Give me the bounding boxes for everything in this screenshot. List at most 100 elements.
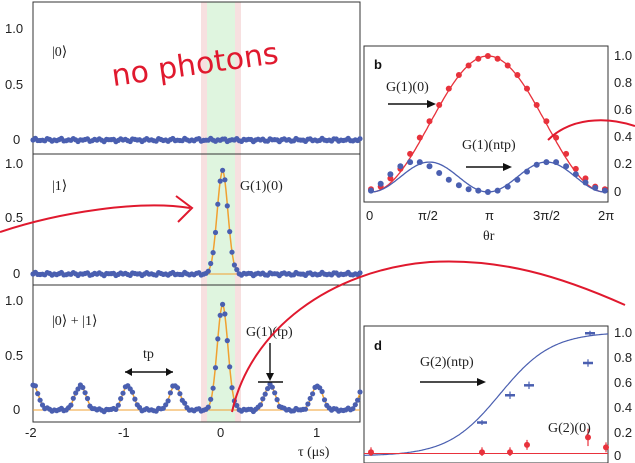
xtick-neg2: -2 [25, 425, 37, 440]
bot-trace-point [37, 397, 43, 403]
ytick-mid-05: 0.5 [5, 210, 23, 225]
state-label-superposition: |0⟩ + |1⟩ [52, 314, 97, 329]
mid-trace-point [229, 249, 235, 255]
b-point-1 [494, 187, 501, 194]
panel-b-frame [363, 45, 609, 203]
b-point-0 [416, 134, 423, 141]
xtick-1: 1 [313, 425, 320, 440]
panel-d-frame [363, 325, 609, 463]
b-point-1 [445, 176, 452, 183]
b-point-1 [543, 159, 550, 166]
b-point-1 [426, 163, 433, 170]
b-point-0 [484, 53, 491, 59]
b-ytick-04: 0.4 [614, 129, 632, 144]
mid-trace-point [357, 270, 363, 276]
b-point-0 [543, 118, 550, 125]
b-point-1 [533, 161, 540, 168]
b-x-axis-label: θr [483, 229, 495, 244]
b-point-1 [397, 163, 404, 170]
mid-trace-point [231, 262, 237, 268]
b-point-0 [563, 150, 570, 157]
bot-trace-point [163, 402, 169, 408]
bot-trace-point [208, 396, 214, 402]
b-ytick-1: 1.0 [614, 48, 632, 63]
b-xtick-0: 0 [366, 208, 373, 223]
bot-trace-point [70, 395, 76, 401]
mid-trace-point [212, 229, 219, 236]
b-point-1 [436, 170, 443, 176]
bot-trace-point [165, 398, 171, 404]
bot-trace-point [68, 402, 74, 408]
bot-trace-point [115, 402, 121, 408]
bot-trace-point [84, 395, 91, 402]
bot-trace-point [269, 384, 275, 390]
bot-trace-point [75, 386, 81, 392]
b-xtick-3pi2: 3π/2 [533, 208, 560, 223]
bot-trace-point [205, 404, 211, 410]
green-shade-region [207, 2, 235, 422]
b-xtick-pi: π [485, 208, 494, 223]
bot-trace-point [352, 402, 358, 408]
bot-trace-point [212, 365, 219, 371]
ytick-bot-0: 0 [13, 402, 20, 417]
state-label-1: |1⟩ [52, 179, 67, 194]
trace-bottom [30, 301, 363, 415]
bot-trace-point [73, 390, 79, 396]
b-point-0 [407, 150, 414, 157]
b-point-1 [377, 180, 384, 187]
bot-trace-point [220, 301, 226, 307]
panel-b-label: b [374, 57, 382, 72]
bot-trace-point [274, 397, 280, 403]
b-point-0 [475, 55, 482, 62]
bot-trace-point [35, 391, 41, 397]
d-series-label-g2-0: G(2)(0) [548, 421, 591, 436]
panel-d-label: d [374, 338, 382, 353]
mid-trace-point [215, 201, 221, 207]
bot-trace-point [302, 406, 309, 412]
mid-trace-point [210, 250, 216, 256]
bot-trace-point [355, 397, 361, 403]
bot-trace-point [210, 385, 216, 391]
bot-trace-point [262, 391, 268, 397]
bot-trace-point [227, 364, 233, 370]
mid-trace-fit-line [33, 169, 360, 275]
b-point-0 [436, 102, 443, 108]
bot-trace-point [224, 338, 230, 344]
b-point-1 [572, 171, 579, 178]
g1-zero-label: G(1)(0) [240, 179, 283, 194]
bot-trace-point [182, 400, 188, 406]
bot-trace-point [257, 402, 264, 408]
bot-trace-point [129, 389, 136, 395]
b-xtick-2pi: 2π [598, 208, 614, 223]
red-stroke-bottom [231, 260, 626, 413]
bot-trace-point [310, 391, 316, 397]
b-ytick-08: 0.8 [614, 75, 632, 90]
b-ytick-02: 0.2 [614, 156, 632, 171]
bot-trace-point [120, 390, 126, 396]
b-point-1 [514, 176, 521, 183]
red-stroke-left [0, 204, 191, 233]
panel-b-plot [368, 53, 608, 195]
mid-trace-point [220, 167, 226, 173]
mid-trace-point [208, 260, 214, 267]
b-series-label-g1-0: G(1)(0) [386, 80, 429, 95]
ytick-bot-1: 1.0 [5, 293, 23, 308]
b-point-0 [514, 72, 521, 78]
panel-middle-frame [32, 153, 361, 286]
bot-trace-point [222, 311, 228, 317]
b-point-0 [572, 165, 579, 172]
d-ytick-08: 0.8 [614, 350, 632, 365]
mid-trace-point [217, 178, 223, 184]
b-point-0 [465, 62, 472, 69]
bot-trace-point [229, 385, 235, 391]
tp-label: tp [143, 347, 154, 362]
g1-tp-label: G(1)(tp) [246, 325, 293, 340]
xtick-0: 0 [217, 425, 224, 440]
ytick-top-0: 0 [13, 132, 20, 147]
b-point-1 [563, 163, 570, 170]
panel-bottom-frame [32, 284, 361, 423]
panel-d-plot [364, 330, 609, 456]
bot-trace-point [307, 395, 313, 402]
mid-trace-point [205, 268, 211, 274]
red-stroke-right [547, 119, 635, 141]
